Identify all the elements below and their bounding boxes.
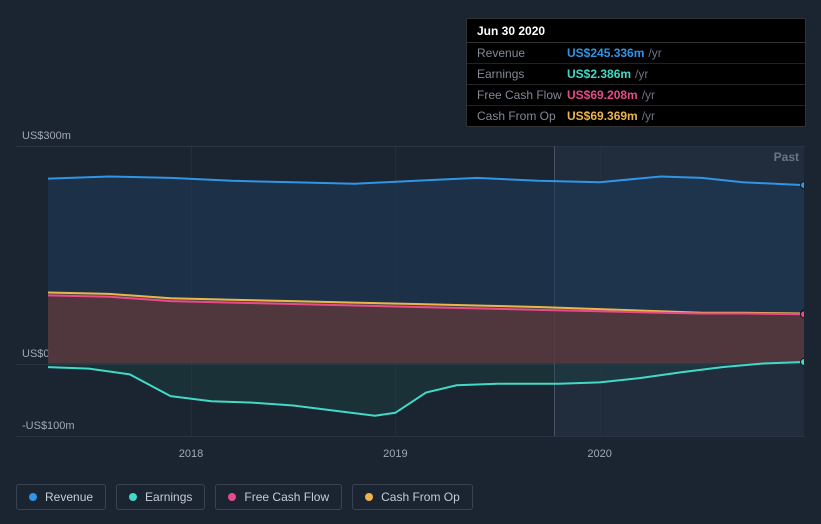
- tooltip-row-value: US$245.336m: [567, 46, 644, 60]
- tooltip-row-value: US$69.208m: [567, 88, 638, 102]
- legend-dot-icon: [29, 493, 37, 501]
- tooltip-row: Cash From OpUS$69.369m/yr: [467, 106, 805, 126]
- legend-item-earnings[interactable]: Earnings: [116, 484, 205, 510]
- tooltip-row: Free Cash FlowUS$69.208m/yr: [467, 85, 805, 106]
- legend-item-label: Revenue: [45, 490, 93, 504]
- tooltip-title: Jun 30 2020: [467, 19, 805, 43]
- tooltip-row-unit: /yr: [648, 46, 661, 60]
- tooltip-row-label: Earnings: [477, 67, 567, 81]
- legend-item-revenue[interactable]: Revenue: [16, 484, 106, 510]
- y-axis-label: US$0: [22, 348, 50, 360]
- legend-dot-icon: [129, 493, 137, 501]
- tooltip-row-label: Free Cash Flow: [477, 88, 567, 102]
- tooltip-row-label: Revenue: [477, 46, 567, 60]
- legend-item-free_cash_flow[interactable]: Free Cash Flow: [215, 484, 342, 510]
- x-axis-label: 2020: [587, 448, 611, 460]
- tooltip-row: RevenueUS$245.336m/yr: [467, 43, 805, 64]
- tooltip-row-value: US$69.369m: [567, 109, 638, 123]
- y-axis-label: US$300m: [22, 130, 71, 142]
- tooltip-rows: RevenueUS$245.336m/yrEarningsUS$2.386m/y…: [467, 43, 805, 126]
- legend-item-label: Cash From Op: [381, 490, 460, 504]
- legend-dot-icon: [365, 493, 373, 501]
- legend: Revenue Earnings Free Cash Flow Cash From O…: [16, 484, 473, 510]
- legend-item-label: Free Cash Flow: [244, 490, 329, 504]
- tooltip-row-unit: /yr: [642, 88, 655, 102]
- chart-plot: [48, 146, 804, 436]
- chart-tooltip: Jun 30 2020 RevenueUS$245.336m/yrEarning…: [466, 18, 806, 127]
- tooltip-row-unit: /yr: [642, 109, 655, 123]
- tooltip-row-value: US$2.386m: [567, 67, 631, 81]
- tooltip-row-label: Cash From Op: [477, 109, 567, 123]
- legend-item-label: Earnings: [145, 490, 192, 504]
- legend-dot-icon: [228, 493, 236, 501]
- legend-item-cash_from_op[interactable]: Cash From Op: [352, 484, 473, 510]
- x-axis-label: 2019: [383, 448, 407, 460]
- tooltip-row-unit: /yr: [635, 67, 648, 81]
- gridline: [16, 436, 805, 437]
- tooltip-row: EarningsUS$2.386m/yr: [467, 64, 805, 85]
- x-axis-label: 2018: [179, 448, 203, 460]
